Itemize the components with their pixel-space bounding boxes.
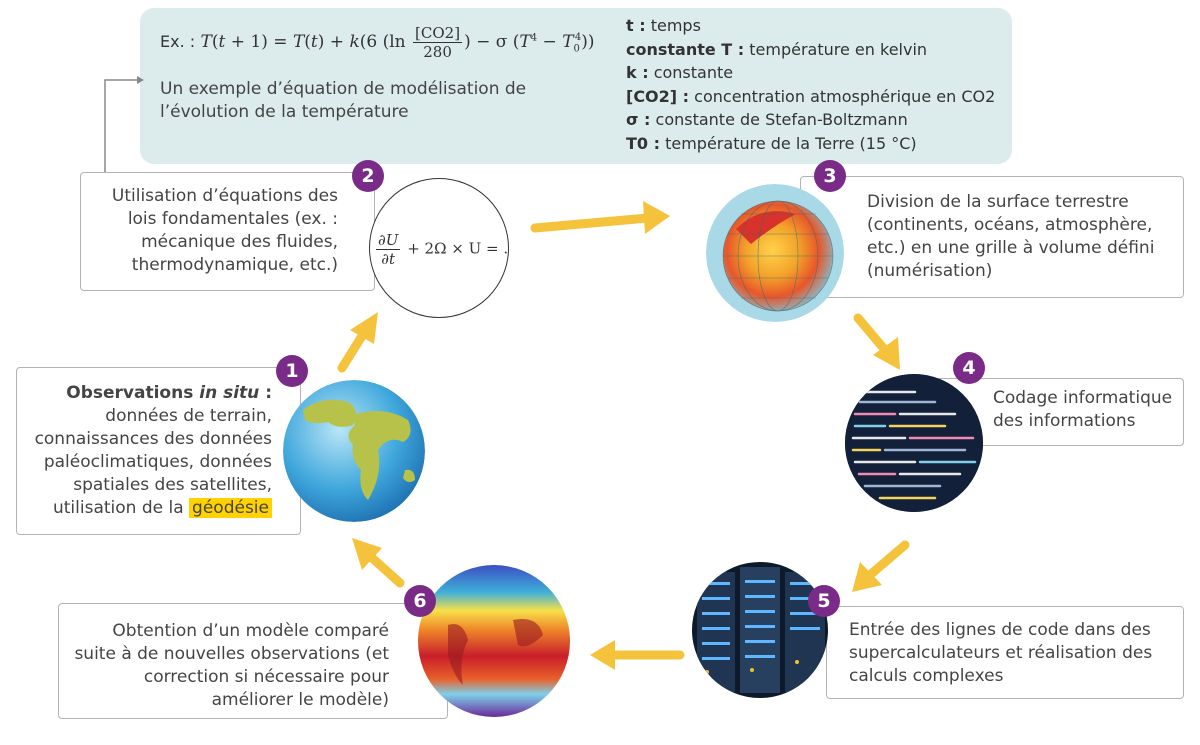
- step-6-badge: 6: [404, 585, 436, 617]
- arrow-1-to-2-icon: [337, 331, 367, 373]
- legend-item: t : temps: [626, 16, 701, 35]
- legend-item: constante T : température en kelvin: [626, 39, 928, 59]
- earth-globe-image: [283, 380, 425, 522]
- earth-grid-image: [706, 184, 844, 322]
- legend-item: [CO2] : concentration atmosphérique en C…: [626, 86, 996, 106]
- connector-arrow-icon: [104, 76, 144, 175]
- fraction-denominator: 280: [423, 43, 452, 61]
- geodesie-highlight: géodésie: [189, 498, 272, 518]
- legend-item: σ : constante de Stefan-Boltzmann: [626, 110, 908, 129]
- step-3-text: Division de la surface terrestre (contin…: [800, 176, 1184, 298]
- formula-circle: ∂U ∂t + 2Ω × U = .: [369, 178, 509, 318]
- code-screen-image: [845, 374, 983, 512]
- step-6-text: Obtention d’un modèle comparé suite à de…: [58, 603, 448, 719]
- equation-caption: Un exemple d’équation de modélisation de…: [160, 79, 527, 122]
- step-1-badge: 1: [276, 355, 308, 387]
- arrow-2-to-3-icon: [530, 213, 653, 233]
- arrow-4-to-5-icon: [865, 540, 910, 580]
- arrow-6-to-1-icon: [365, 551, 405, 588]
- equation-legend: t : temps constante T : température en k…: [626, 14, 995, 155]
- step-5-text: Entrée des lignes de code dans des super…: [826, 606, 1184, 699]
- climate-map-image: [418, 565, 570, 717]
- legend-item: T0 : température de la Terre (15 °C): [626, 133, 917, 153]
- step-4-badge: 4: [953, 352, 985, 384]
- step-1-text: Observations in situ : données de terrai…: [16, 367, 301, 535]
- navier-stokes-formula: ∂U ∂t + 2Ω × U = .: [376, 231, 509, 268]
- fraction-numerator: [CO2]: [413, 24, 463, 43]
- step-3-badge: 3: [814, 160, 846, 192]
- temperature-equation: Ex. : T(t + 1) = T(t) + k(6 (ln [CO2] 28…: [160, 24, 595, 61]
- supercomputer-image: [692, 562, 828, 698]
- legend-item: k : constante: [626, 63, 734, 82]
- step-5-badge: 5: [808, 585, 840, 617]
- equation-panel: [140, 8, 1012, 164]
- step-2-badge: 2: [352, 160, 384, 192]
- step-2-text: Utilisation d’équations des lois fondame…: [80, 172, 375, 291]
- arrow-3-to-4-icon: [853, 313, 890, 355]
